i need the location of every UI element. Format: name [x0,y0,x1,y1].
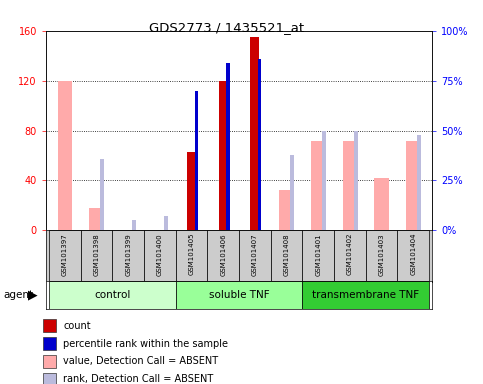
Bar [417,134,421,230]
Bar [43,319,57,332]
Bar [302,281,429,309]
Bar [164,217,168,230]
Text: GSM101398: GSM101398 [94,233,99,276]
Bar [406,141,420,230]
Bar [43,355,57,367]
Text: transmembrane TNF: transmembrane TNF [312,290,419,300]
Bar [176,230,207,282]
Bar [113,230,144,282]
Bar [258,59,261,230]
Bar [290,154,294,230]
Bar [144,230,176,282]
Text: GSM101408: GSM101408 [284,233,290,276]
Bar [251,37,259,230]
Bar [49,281,176,309]
Text: agent: agent [4,290,34,300]
Text: GSM101406: GSM101406 [220,233,226,276]
Bar [207,230,239,282]
Text: control: control [94,290,130,300]
Bar [354,131,357,230]
Bar [366,230,398,282]
Text: GSM101400: GSM101400 [157,233,163,276]
Bar [271,230,302,282]
Bar [374,178,389,230]
Bar [343,141,357,230]
Text: percentile rank within the sample: percentile rank within the sample [63,339,228,349]
Bar [49,230,81,282]
Bar [43,337,57,350]
Bar [398,230,429,282]
Bar [187,152,196,230]
Text: soluble TNF: soluble TNF [209,290,270,300]
Text: GSM101401: GSM101401 [315,233,321,276]
Bar [280,190,294,230]
Bar [322,131,326,230]
Text: GSM101404: GSM101404 [410,233,416,275]
Bar [89,208,104,230]
Text: rank, Detection Call = ABSENT: rank, Detection Call = ABSENT [63,374,213,384]
Bar [227,63,229,230]
Text: GSM101402: GSM101402 [347,233,353,275]
Text: GSM101399: GSM101399 [125,233,131,276]
Bar [239,230,271,282]
Bar [43,372,57,384]
Text: ▶: ▶ [28,288,38,301]
Bar [334,230,366,282]
Bar [100,159,104,230]
Bar [176,281,302,309]
Text: GSM101403: GSM101403 [379,233,384,276]
Text: GSM101407: GSM101407 [252,233,258,276]
Bar [219,81,227,230]
Text: GDS2773 / 1435521_at: GDS2773 / 1435521_at [149,21,305,34]
Text: count: count [63,321,91,331]
Bar [311,141,326,230]
Text: value, Detection Call = ABSENT: value, Detection Call = ABSENT [63,356,218,366]
Bar [132,220,136,230]
Text: GSM101397: GSM101397 [62,233,68,276]
Text: GSM101405: GSM101405 [188,233,195,275]
Bar [302,230,334,282]
Bar [58,81,72,230]
Bar [81,230,113,282]
Bar [195,91,198,230]
